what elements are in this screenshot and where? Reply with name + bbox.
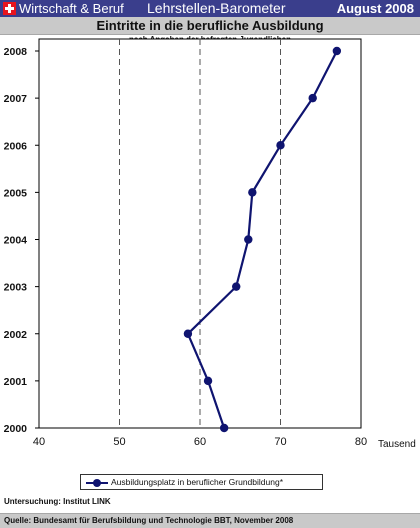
x-tick-label: 80 <box>355 436 367 448</box>
x-axis-label: Tausend <box>378 439 416 450</box>
data-point <box>248 188 257 197</box>
legend-marker-icon <box>93 479 101 487</box>
y-tick-label: 2006 <box>4 140 28 152</box>
data-point <box>332 46 342 56</box>
brand-label: Wirtschaft & Beruf <box>19 1 124 16</box>
x-tick-label: 70 <box>274 436 286 448</box>
legend: Ausbildungsplatz in beruflicher Grundbil… <box>80 474 323 490</box>
x-tick-label: 50 <box>113 436 125 448</box>
data-point <box>276 141 285 150</box>
y-tick-label: 2002 <box>4 329 28 341</box>
swiss-flag-icon <box>3 2 16 15</box>
header-bar: Wirtschaft & Beruf Lehrstellen-Barometer… <box>0 0 420 17</box>
y-tick-label: 2005 <box>4 187 28 199</box>
data-point <box>232 282 241 291</box>
report-title: Lehrstellen-Barometer <box>147 0 286 16</box>
data-point <box>308 93 317 103</box>
data-point <box>219 423 229 433</box>
x-tick-label: 40 <box>33 436 45 448</box>
chart-title: Eintritte in die berufliche Ausbildung <box>0 17 420 35</box>
y-tick-label: 2001 <box>4 376 28 388</box>
report-date: August 2008 <box>336 1 414 16</box>
data-point <box>203 376 213 386</box>
y-tick-label: 2000 <box>4 423 28 435</box>
y-tick-label: 2003 <box>4 282 28 294</box>
data-point <box>244 235 253 244</box>
y-tick-label: 2004 <box>4 235 28 247</box>
study-note: Untersuchung: Institut LINK <box>4 497 111 506</box>
x-tick-label: 60 <box>194 436 206 448</box>
source-note: Quelle: Bundesamt für Berufsbildung und … <box>0 513 420 528</box>
data-point <box>183 329 193 338</box>
y-tick-label: 2007 <box>4 93 28 105</box>
legend-label: Ausbildungsplatz in beruflicher Grundbil… <box>111 477 283 487</box>
y-tick-label: 2008 <box>4 46 28 58</box>
